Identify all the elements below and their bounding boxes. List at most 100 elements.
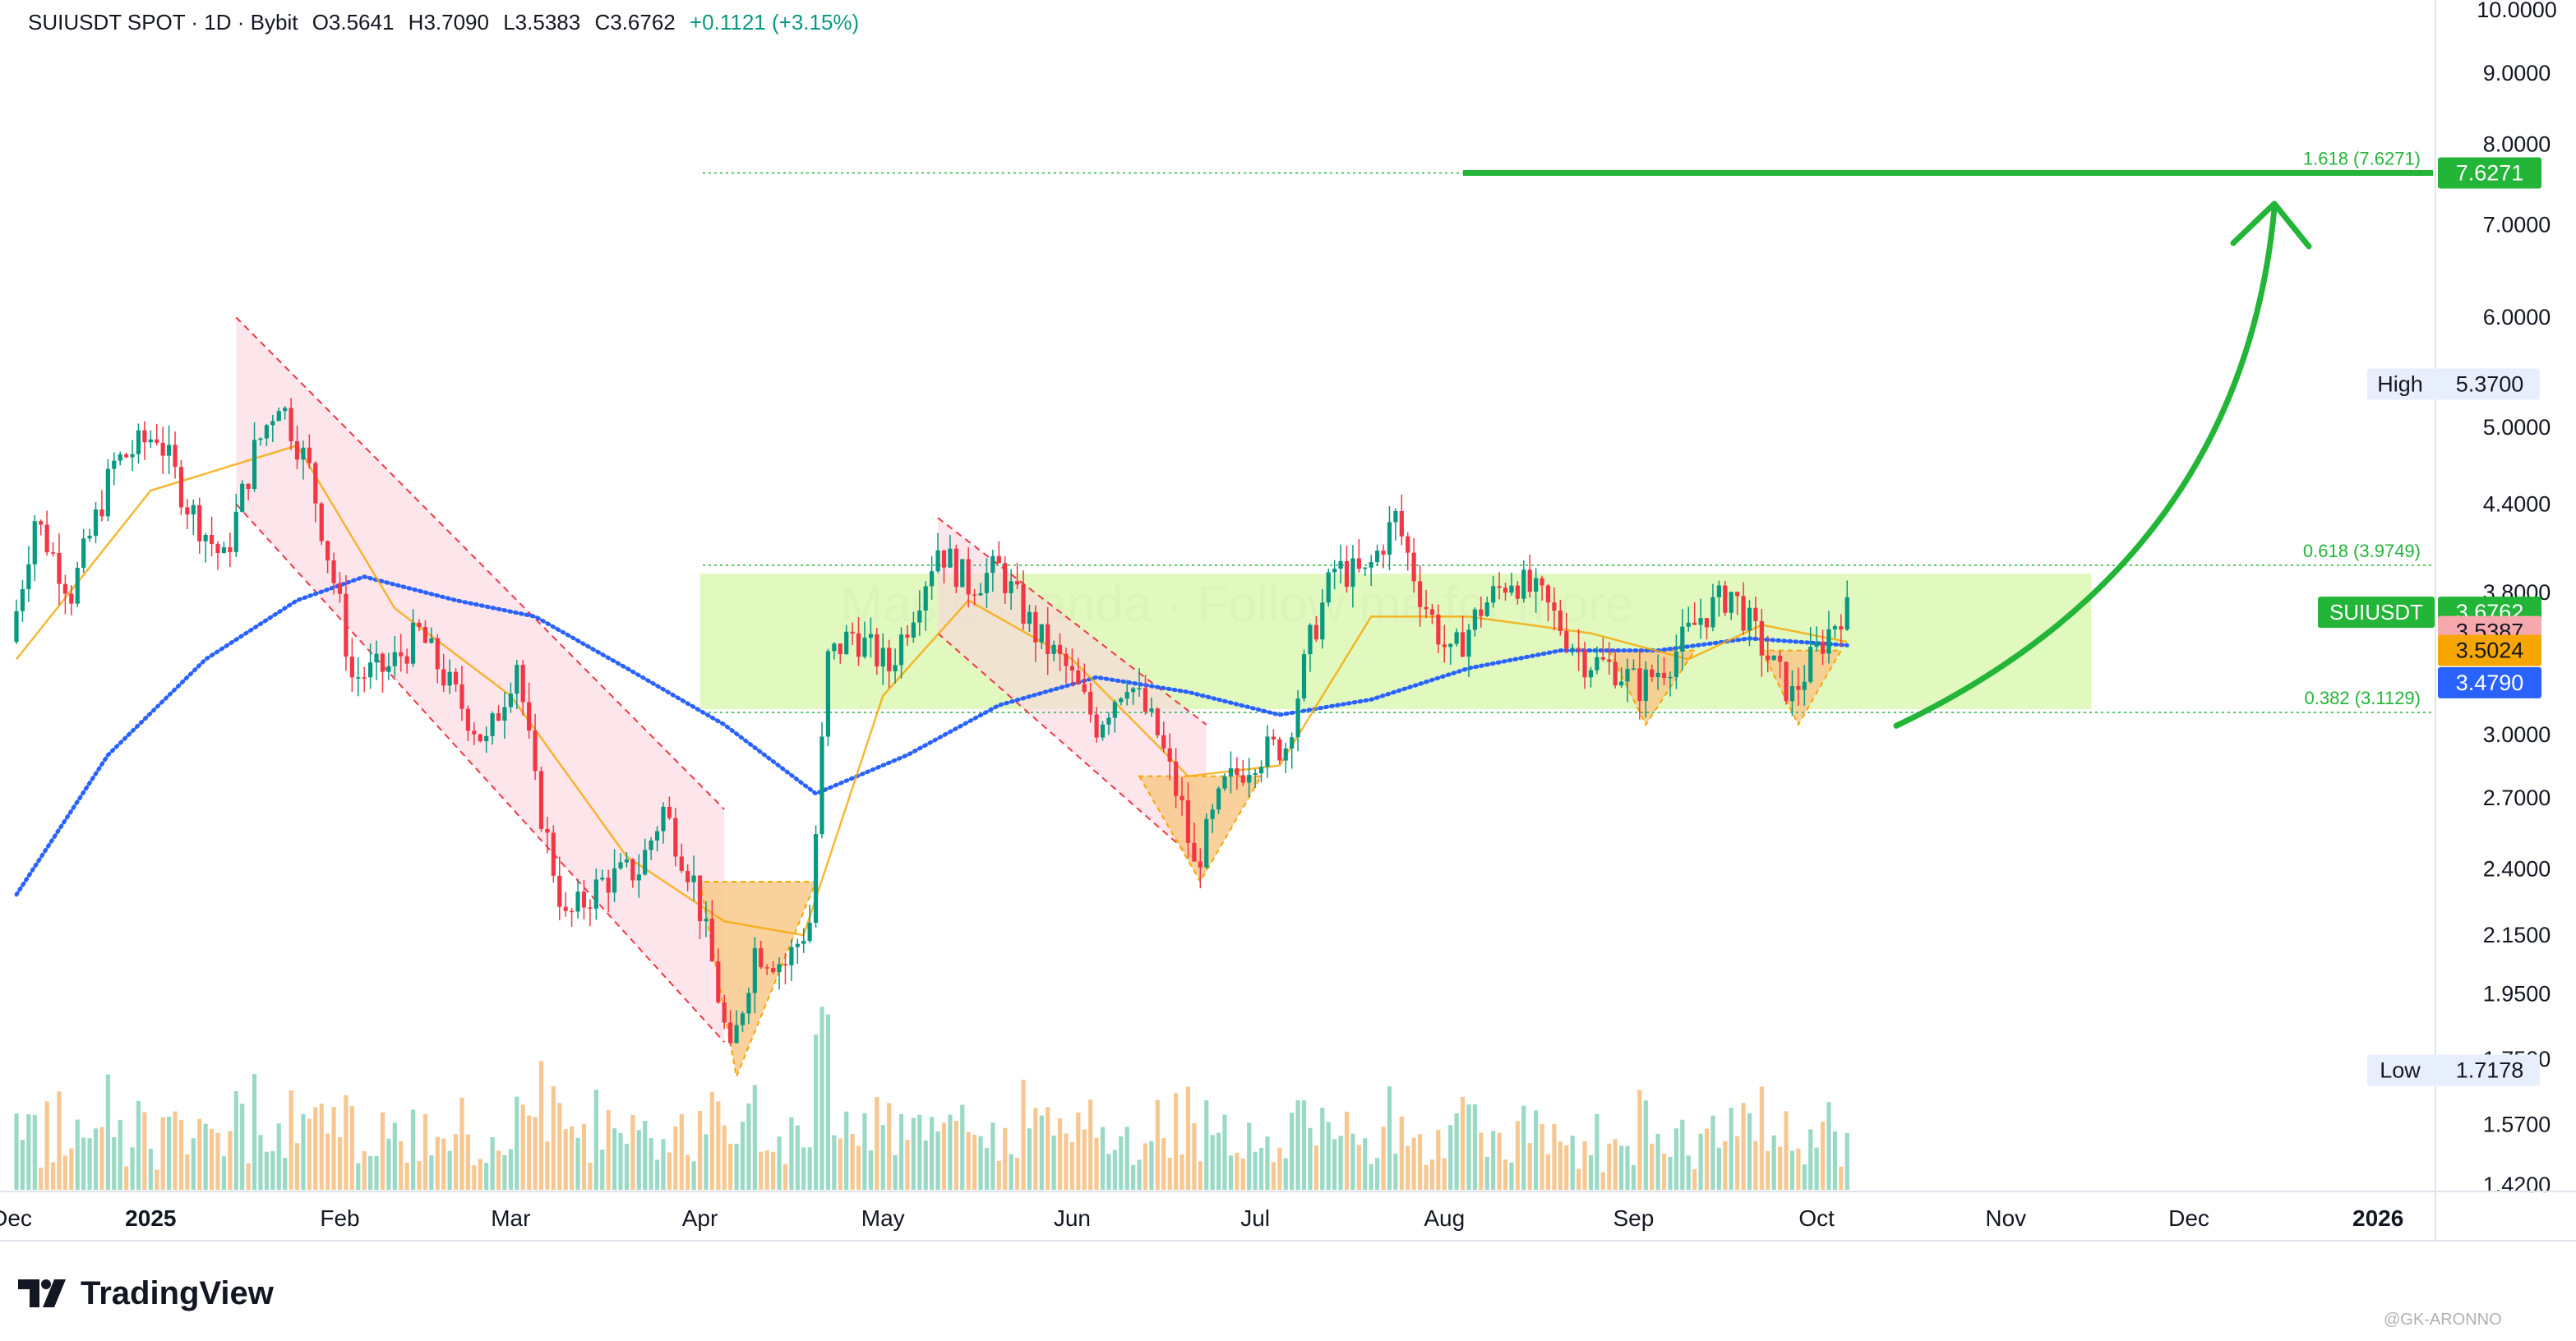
candle-body bbox=[759, 947, 764, 968]
volume-bar bbox=[1661, 1154, 1667, 1190]
candle bbox=[1240, 759, 1245, 786]
candle bbox=[1033, 605, 1038, 662]
candle-body bbox=[1460, 632, 1466, 657]
volume-bar bbox=[777, 1136, 782, 1190]
volume-bar bbox=[112, 1136, 117, 1190]
volume-bar bbox=[1625, 1145, 1630, 1190]
candle bbox=[1344, 546, 1350, 593]
volume-bar bbox=[551, 1085, 556, 1190]
ma-c-label-box bbox=[2438, 666, 2541, 698]
candle-body bbox=[1326, 572, 1331, 603]
candle-body bbox=[1253, 773, 1258, 775]
time-tick-label: 2025 bbox=[125, 1205, 176, 1231]
candle bbox=[813, 825, 819, 928]
candle bbox=[1442, 624, 1447, 663]
candle bbox=[606, 869, 611, 913]
candles-layer bbox=[14, 398, 1849, 1047]
candle bbox=[1174, 748, 1179, 809]
candle bbox=[435, 634, 440, 684]
channel-fill-0 bbox=[236, 317, 725, 1043]
candle bbox=[185, 499, 190, 529]
candle-body bbox=[1491, 586, 1496, 603]
volume-bar bbox=[374, 1155, 379, 1190]
volume-bar bbox=[1503, 1159, 1508, 1190]
volume-bar bbox=[1088, 1099, 1093, 1190]
volume-bar bbox=[520, 1104, 525, 1190]
candle bbox=[39, 519, 44, 536]
volume-bar bbox=[575, 1137, 580, 1190]
candle bbox=[838, 643, 843, 664]
candle-body bbox=[26, 564, 31, 590]
volume-bar bbox=[136, 1100, 141, 1190]
volume-bar bbox=[1014, 1157, 1020, 1190]
candle bbox=[1014, 562, 1020, 590]
candle bbox=[600, 869, 605, 882]
volume-bar bbox=[1558, 1141, 1563, 1190]
volume-bar bbox=[538, 1061, 544, 1190]
candle-body bbox=[1484, 602, 1489, 616]
volume-bar bbox=[417, 1161, 422, 1190]
candle-body bbox=[1180, 795, 1184, 800]
candle-body bbox=[1832, 626, 1838, 629]
candle-body bbox=[930, 571, 935, 587]
candle-body bbox=[453, 671, 459, 684]
candle bbox=[1600, 638, 1605, 661]
close-value: C3.6762 bbox=[594, 10, 676, 35]
candle bbox=[228, 532, 233, 568]
tradingview-brand[interactable]: TradingView bbox=[18, 1270, 274, 1316]
candle bbox=[478, 734, 482, 743]
wedge-3 bbox=[1760, 649, 1843, 727]
volume-bar bbox=[203, 1123, 208, 1190]
candle-body bbox=[728, 1022, 733, 1044]
candle bbox=[752, 937, 757, 1014]
candle-body bbox=[825, 651, 831, 737]
candle-body bbox=[691, 875, 696, 882]
candle bbox=[349, 638, 354, 692]
candle bbox=[453, 668, 459, 692]
candle-body bbox=[649, 840, 653, 850]
volume-bar bbox=[795, 1125, 800, 1190]
volume-bar bbox=[1009, 1154, 1013, 1190]
candle bbox=[1466, 624, 1471, 677]
candle bbox=[941, 550, 947, 584]
candle-body bbox=[331, 560, 336, 583]
candle-body bbox=[1258, 767, 1264, 774]
target-price-label: 7.6271 bbox=[2456, 160, 2524, 185]
candle bbox=[1454, 628, 1459, 647]
volume-bar bbox=[319, 1104, 324, 1190]
candle bbox=[1613, 648, 1618, 689]
candle bbox=[1723, 580, 1728, 616]
candle-body bbox=[1509, 585, 1514, 593]
candle-body bbox=[1618, 681, 1624, 686]
candle-body bbox=[478, 734, 482, 742]
volume-bar bbox=[1406, 1145, 1410, 1190]
candle-body bbox=[1216, 788, 1221, 810]
candle-body bbox=[1655, 672, 1660, 677]
candle-body bbox=[1650, 669, 1655, 677]
candle-body bbox=[801, 941, 806, 944]
candle bbox=[1521, 560, 1526, 603]
candle bbox=[294, 425, 300, 470]
candle-body bbox=[203, 534, 208, 541]
candle bbox=[344, 575, 349, 671]
candle-body bbox=[50, 552, 56, 554]
volume-bar bbox=[966, 1131, 971, 1190]
candle-body bbox=[502, 707, 507, 721]
channel-upper-0 bbox=[235, 316, 725, 810]
volume-bar bbox=[825, 1014, 831, 1190]
candle-body bbox=[917, 611, 922, 623]
candle bbox=[545, 816, 550, 854]
volume-bar bbox=[1802, 1164, 1807, 1190]
volume-bar bbox=[1607, 1143, 1612, 1190]
candle bbox=[575, 878, 580, 919]
volume-bar bbox=[258, 1135, 263, 1190]
volume-bar bbox=[1466, 1104, 1471, 1190]
candle bbox=[362, 666, 367, 693]
fib-label-0: 1.618 (7.6271) bbox=[2303, 148, 2421, 168]
volume-bar bbox=[984, 1147, 990, 1190]
candle bbox=[1069, 648, 1074, 687]
candle-body bbox=[39, 521, 44, 525]
candle bbox=[496, 705, 501, 721]
candle bbox=[417, 619, 422, 632]
